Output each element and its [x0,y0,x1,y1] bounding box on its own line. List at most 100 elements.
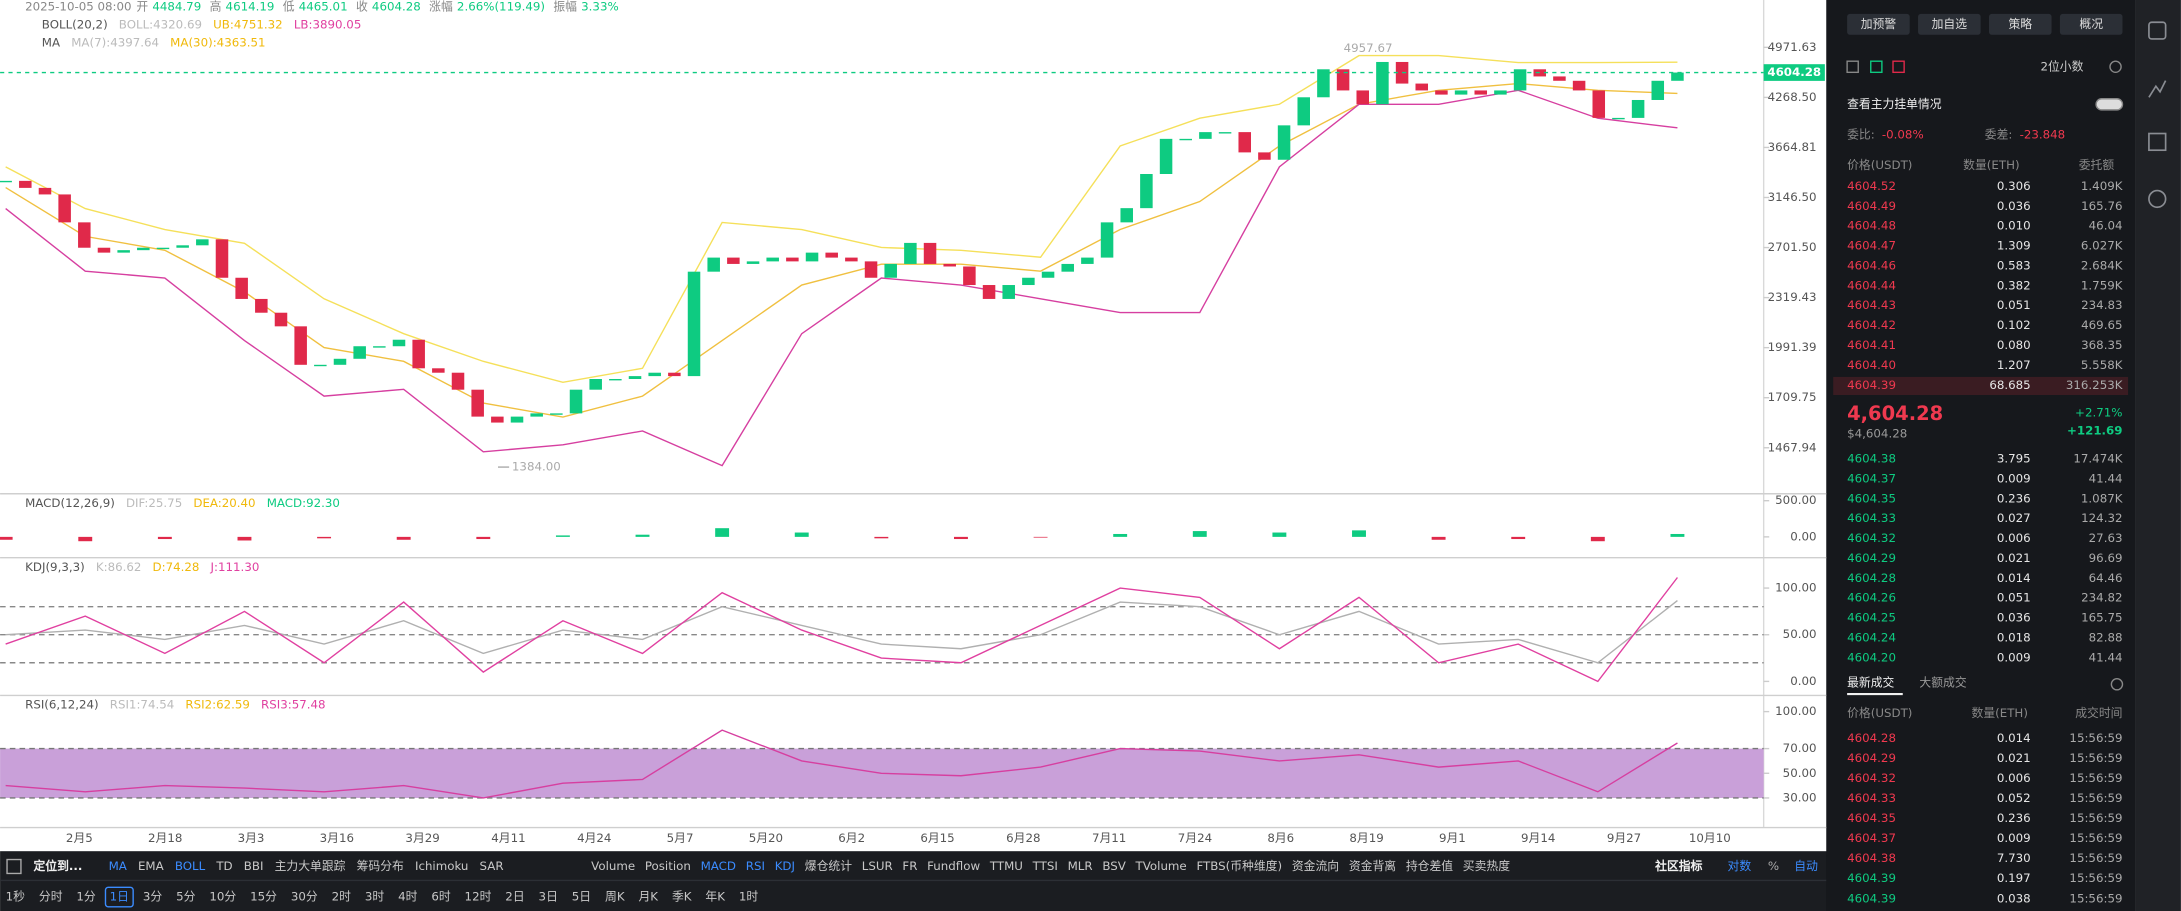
icon[interactable] [1892,60,1905,74]
indicator[interactable]: Position [645,859,691,873]
toggle[interactable] [2095,98,2124,111]
panel-button[interactable]: 策略 [2008,17,2032,31]
indicator[interactable]: 持仓差值 [1406,859,1453,873]
panel-button[interactable]: 加预警 [1861,17,1897,31]
log-toggle[interactable]: 对数 [1728,859,1752,873]
indicator[interactable]: 爆仓统计 [805,859,852,873]
timeframe[interactable]: 1分 [76,890,96,904]
header-field: 收 [356,0,368,13]
auto-toggle[interactable]: 自动 [1794,859,1818,873]
indicator[interactable]: 资金背离 [1349,859,1396,873]
indicator[interactable]: FR [902,859,917,873]
icon[interactable] [1846,60,1859,74]
timeframe[interactable]: 1日 [110,890,129,904]
timeframe[interactable]: 1时 [739,890,759,904]
timeframe[interactable]: 12时 [465,890,492,904]
icon[interactable] [2148,132,2167,152]
indicator[interactable]: Ichimoku [415,859,468,873]
timeframe[interactable]: 1秒 [6,890,26,904]
indicator[interactable]: TTMU [989,859,1023,873]
panel-button-bg[interactable] [2059,13,2123,35]
indicator[interactable]: BSV [1102,859,1125,873]
boll-lower [5,89,1678,467]
timeframe[interactable]: 季K [672,890,692,904]
panel-button-bg[interactable] [1988,13,2052,35]
timeframe[interactable]: 分时 [39,890,63,904]
book-amount: 1.409K [2081,179,2123,193]
indicator[interactable]: TTSI [1032,859,1058,873]
timeframe[interactable]: 5日 [572,890,591,904]
timeframe[interactable]: 2日 [505,890,524,904]
timeframe[interactable]: 4时 [398,890,418,904]
indicator[interactable]: 资金流向 [1292,859,1339,873]
candle [392,339,406,347]
trade-price: 4604.32 [1847,771,1896,785]
precision[interactable]: 2位小数 [2040,59,2083,73]
indicator[interactable]: LSUR [862,859,893,873]
timeframe[interactable]: 月K [638,890,658,904]
timeframe[interactable]: 3日 [539,890,558,904]
book-qty: 0.036 [1997,199,2031,213]
indicator[interactable]: EMA [138,859,164,873]
indicator[interactable]: Volume [591,859,635,873]
indicator[interactable]: BOLL [175,859,206,873]
community[interactable]: 社区指标 [1654,859,1702,873]
trade-time: 15:56:59 [2069,831,2122,845]
indicator[interactable]: TD [215,859,232,873]
indicator[interactable]: 买卖热度 [1463,859,1510,873]
icon[interactable] [2148,80,2167,98]
timeframe[interactable]: 6时 [431,890,451,904]
indicator[interactable]: KDJ [775,859,795,873]
panel-button[interactable]: 概况 [2079,17,2103,31]
macd-bar [715,528,730,537]
book-amount: 316.253K [2066,378,2123,392]
indicator[interactable]: MACD [701,859,736,873]
icon[interactable] [2110,678,2124,691]
timeframe[interactable]: 10分 [209,890,236,904]
indicator[interactable]: MLR [1068,859,1093,873]
timeframe[interactable]: 5分 [176,890,196,904]
legend-name: MA [42,36,60,50]
icon[interactable] [2109,60,2122,74]
panel-icons[interactable] [1846,60,2124,691]
timeframe[interactable]: 3分 [143,890,163,904]
indicator[interactable]: 主力大单跟踪 [275,859,346,873]
big-orders-link[interactable]: 查看主力挂单情况 [1847,97,1942,111]
timeframe[interactable]: 周K [605,890,625,904]
side-icons[interactable] [2148,21,2167,209]
indicator[interactable]: 筹码分布 [357,859,404,873]
timeframe[interactable]: 15分 [250,890,277,904]
percent-toggle[interactable]: % [1768,859,1779,873]
book-price: 4604.26 [1847,591,1896,605]
indicator[interactable]: SAR [480,859,504,873]
book-price: 4604.29 [1847,551,1896,565]
indicator[interactable]: Fundflow [927,859,980,873]
x-tick-label: 9月14 [1521,831,1555,845]
tab[interactable]: 大额成交 [1919,675,1966,689]
tab[interactable]: 最新成交 [1847,675,1894,689]
candle [569,389,583,414]
legend-item: RSI1:74.54 [110,698,175,712]
indicator[interactable]: TVolume [1135,859,1187,873]
panel-button-bg[interactable] [1847,13,1910,35]
indicator[interactable]: FTBS(币种维度) [1196,859,1282,873]
book-price: 4604.38 [1847,451,1896,465]
timeframe[interactable]: 30分 [291,890,318,904]
icon[interactable] [2148,21,2167,40]
indicator[interactable]: BBI [244,859,264,873]
timeframe[interactable]: 3时 [365,890,385,904]
locate-icon[interactable] [6,858,22,875]
locate[interactable]: 定位到... [33,859,82,873]
icon[interactable] [2148,189,2167,209]
indicator[interactable]: MA [109,859,127,873]
macd-bar [1113,533,1128,537]
panel-button-bg[interactable] [1918,13,1981,35]
book-price: 4604.24 [1847,630,1896,644]
candle [1336,69,1350,91]
panel-button[interactable]: 加自选 [1932,17,1968,31]
indicator[interactable]: RSI [746,859,765,873]
candle [1612,117,1625,120]
timeframe[interactable]: 年K [705,890,725,904]
icon[interactable] [1870,60,1883,74]
timeframe[interactable]: 2时 [332,890,352,904]
